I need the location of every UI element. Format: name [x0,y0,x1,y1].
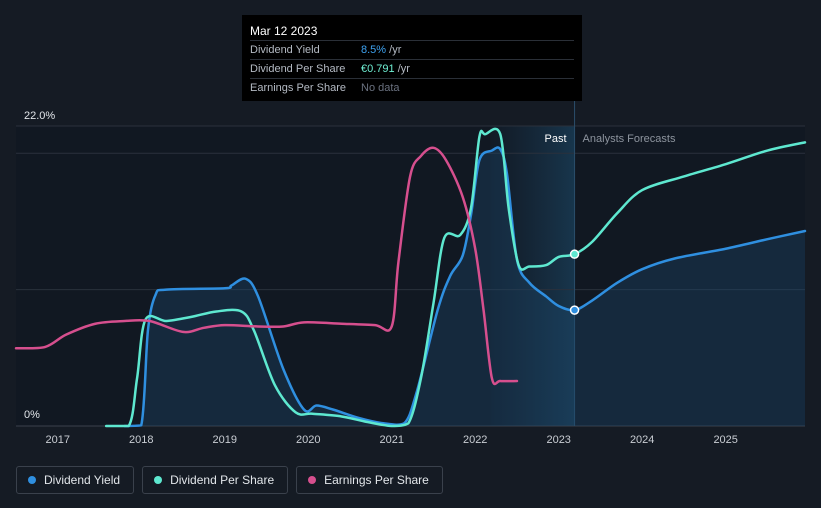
legend-dot-icon [154,476,163,484]
legend-label: Earnings Per Share [324,473,429,487]
tooltip-row-dividend-yield: Dividend Yield 8.5% /yr [250,40,574,59]
tooltip-row-earnings-per-share: Earnings Per Share No data [250,78,574,97]
tooltip-row-dividend-per-share: Dividend Per Share €0.791 /yr [250,59,574,78]
marker-dividend-yield [569,305,580,315]
tooltip-label: Earnings Per Share [250,82,346,94]
legend-item-dividend-per-share[interactable]: Dividend Per Share [142,466,289,494]
marker-dividend-per-share [569,249,580,259]
x-tick-label: 2017 [46,434,70,446]
legend: Dividend Yield Dividend Per Share Earnin… [16,466,443,494]
x-tick-label: 2024 [630,434,654,446]
legend-dot-icon [308,476,317,484]
series-area-dividend-yield [124,147,806,426]
x-tick-label: 2019 [212,434,236,446]
y-tick-label: 0% [24,409,40,421]
tooltip-label: Dividend Per Share [250,63,346,75]
tooltip-unit: /yr [394,63,410,75]
legend-dot-icon [28,476,36,484]
x-tick-label: 2022 [463,434,487,446]
series-line-dividend-per-share [104,127,807,428]
past-label: Past [545,133,567,145]
x-tick-label: 2021 [379,434,403,446]
legend-label: Dividend Yield [44,473,121,487]
x-tick-label: 2023 [546,434,570,446]
y-tick-label: 22.0% [24,110,55,122]
tooltip-value: No data [361,82,400,94]
legend-item-dividend-yield[interactable]: Dividend Yield [16,466,135,494]
x-tick-label: 2025 [713,434,737,446]
legend-label: Dividend Per Share [170,473,275,487]
tooltip-value: €0.791 [361,63,395,75]
series-line-earnings-per-share [14,146,519,386]
tooltip-unit: /yr [386,44,402,56]
x-tick-label: 2020 [296,434,320,446]
x-tick-label: 2018 [129,434,153,446]
tooltip-date: Mar 12 2023 [250,24,318,38]
forecast-label: Analysts Forecasts [583,133,676,145]
tooltip-value: 8.5% [361,44,387,56]
tooltip: Mar 12 2023 Dividend Yield 8.5% /yr Divi… [242,15,582,101]
series-line-dividend-yield [123,146,807,428]
legend-item-earnings-per-share[interactable]: Earnings Per Share [296,466,443,494]
tooltip-label: Dividend Yield [250,44,320,56]
